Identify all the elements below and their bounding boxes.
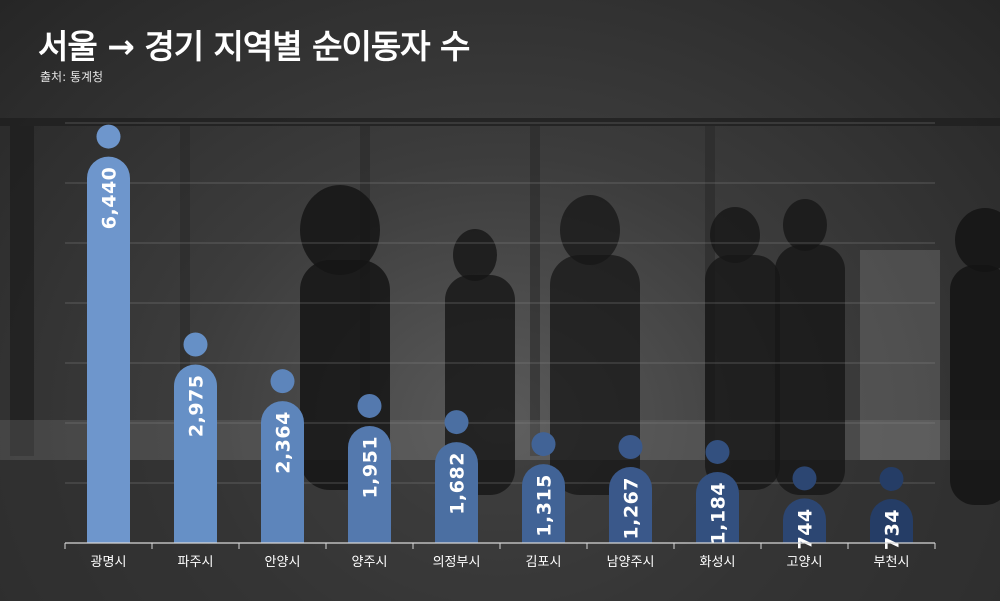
bar-value-label: 1,184	[708, 482, 730, 545]
bars: 6,440 2,975 2,364 1,951 1,682 1,315 1,267 1,184…	[87, 124, 913, 550]
x-tick-label: 파주시	[178, 555, 214, 570]
bar-body	[696, 471, 739, 543]
x-axis: 광명시 파주시 안양시 양주시 의정부시 김포시 남양주시 화성시 고양시 부천시	[64, 542, 936, 570]
bar-body	[870, 498, 913, 543]
bar-value-label: 1,315	[534, 474, 556, 537]
bar-body	[348, 425, 391, 543]
bar-body	[261, 401, 304, 543]
chart-source: 출처: 통계청	[40, 70, 104, 84]
bar-head	[879, 466, 904, 491]
chart-title: 서울 → 경기 지역별 순이동자 수	[38, 27, 470, 66]
bar-body	[87, 156, 130, 543]
bar-head	[183, 332, 208, 357]
bar-value-label: 1,267	[621, 477, 643, 540]
bar-body	[522, 464, 565, 543]
bar-head	[444, 410, 469, 435]
gridlines	[65, 122, 935, 484]
bar-head	[618, 434, 643, 459]
bar-head	[792, 466, 817, 491]
x-tick-label: 고양시	[787, 555, 823, 570]
x-tick-label: 광명시	[91, 555, 127, 570]
x-tick-label: 의정부시	[433, 555, 481, 570]
x-tick-label: 양주시	[352, 555, 388, 570]
bar-value-label: 734	[882, 509, 904, 550]
bar-body	[783, 498, 826, 543]
bar-head	[357, 393, 382, 418]
bar-value-label: 2,364	[273, 411, 295, 474]
x-tick-label: 부천시	[874, 555, 910, 570]
x-tick-label: 김포시	[526, 555, 562, 570]
x-tick-label: 남양주시	[607, 555, 655, 570]
x-tick-label: 안양시	[265, 555, 301, 570]
bar-head	[705, 439, 730, 464]
bar-value-label: 744	[795, 508, 817, 549]
bar-head	[270, 369, 295, 394]
bar-head	[96, 124, 121, 149]
bar-head	[531, 432, 556, 457]
bar-value-label: 1,682	[447, 452, 469, 515]
bar-value-label: 1,951	[360, 436, 382, 499]
bar-body	[609, 466, 652, 543]
bar-body	[174, 364, 217, 543]
bar-value-label: 2,975	[186, 375, 208, 438]
bar-value-label: 6,440	[99, 167, 121, 230]
x-tick-label: 화성시	[700, 555, 736, 570]
bar-body	[435, 442, 478, 543]
